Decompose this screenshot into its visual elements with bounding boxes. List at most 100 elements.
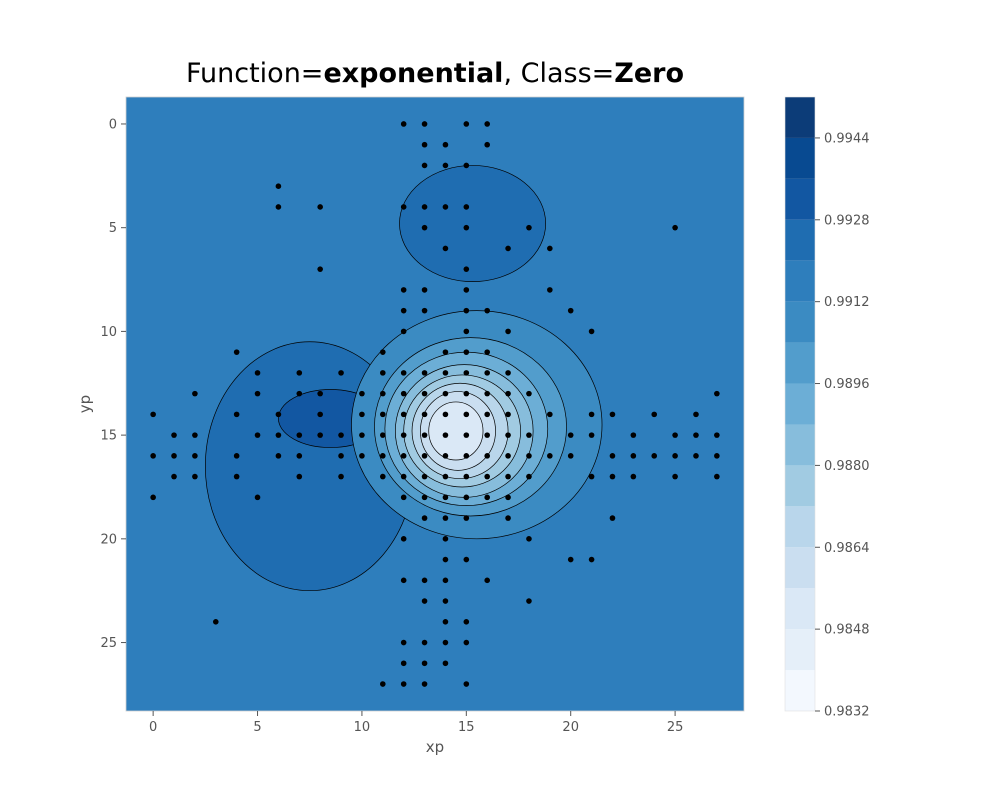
data-point	[421, 390, 428, 397]
data-point	[442, 141, 449, 148]
colorbar-segment	[785, 465, 815, 507]
data-point	[693, 453, 699, 459]
title-class-name: Zero	[614, 58, 685, 89]
x-axis-label: xp	[426, 738, 444, 756]
data-point	[442, 598, 449, 604]
data-point	[442, 577, 449, 584]
axes: 0 5 10 15 20 25 0 5 10 15 20 25	[100, 117, 683, 735]
data-point	[442, 204, 449, 210]
data-point	[463, 453, 470, 459]
data-point	[400, 494, 407, 501]
plot-area	[126, 97, 744, 711]
data-point	[463, 411, 470, 418]
data-point	[547, 245, 553, 252]
y-axis-label: yp	[76, 395, 94, 413]
contour-region-10	[428, 401, 484, 461]
data-point	[421, 121, 428, 127]
data-point	[442, 432, 449, 438]
y-tick-label: 20	[100, 532, 117, 547]
data-point	[400, 660, 407, 667]
colorbar-segment	[785, 670, 815, 711]
data-point	[526, 432, 532, 438]
data-point	[400, 473, 407, 480]
data-point	[254, 494, 261, 501]
data-point	[400, 287, 407, 293]
data-point	[630, 432, 637, 438]
data-point	[463, 390, 470, 397]
data-point	[275, 204, 282, 210]
data-point	[421, 598, 428, 604]
data-point	[192, 473, 198, 480]
data-point	[421, 224, 428, 231]
data-point	[505, 411, 511, 418]
data-point	[505, 432, 511, 438]
data-point	[484, 141, 490, 148]
data-point	[359, 411, 365, 418]
data-point	[400, 453, 407, 459]
data-point	[609, 515, 616, 521]
data-point	[714, 473, 720, 480]
data-point	[505, 473, 511, 480]
data-point	[484, 494, 490, 501]
data-point	[233, 453, 240, 459]
data-point	[296, 432, 303, 438]
data-point	[296, 370, 303, 376]
data-point	[463, 619, 470, 625]
data-point	[463, 473, 470, 480]
data-point	[400, 370, 407, 376]
data-point	[693, 411, 699, 418]
data-point	[588, 473, 595, 480]
colorbar-tick-label: 0.9896	[824, 377, 870, 392]
colorbar-tick-label: 0.9848	[824, 623, 870, 638]
data-point	[421, 411, 428, 418]
data-point	[630, 453, 637, 459]
data-point	[150, 453, 156, 459]
data-point	[421, 453, 428, 459]
data-point	[463, 224, 470, 231]
data-point	[317, 266, 323, 272]
data-point	[505, 328, 511, 335]
data-point	[567, 307, 574, 314]
data-point	[296, 390, 303, 397]
data-point	[484, 577, 490, 584]
colorbar-segment	[785, 260, 815, 302]
data-point	[547, 411, 553, 418]
data-point	[463, 287, 470, 293]
data-point	[421, 370, 428, 376]
data-point	[463, 266, 470, 272]
x-tick-label: 10	[354, 720, 371, 735]
x-tick-label: 15	[458, 720, 475, 735]
y-tick-label: 0	[109, 117, 117, 132]
colorbar-tick-label: 0.9864	[824, 541, 870, 556]
data-point	[421, 515, 428, 521]
data-point	[442, 453, 449, 459]
data-point	[400, 390, 407, 397]
data-point	[233, 473, 240, 480]
data-point	[463, 556, 470, 563]
data-point	[630, 473, 637, 480]
data-point	[547, 287, 553, 293]
title-prefix: Function=	[185, 58, 324, 89]
data-point	[609, 473, 616, 480]
data-point	[484, 432, 490, 438]
data-point	[380, 411, 386, 418]
data-point	[526, 598, 532, 604]
data-point	[609, 453, 616, 459]
data-point	[380, 370, 386, 376]
colorbar-segment	[785, 424, 815, 466]
colorbar-tick-label: 0.9880	[824, 459, 870, 474]
data-point	[442, 494, 449, 501]
data-point	[338, 370, 344, 376]
data-point	[421, 494, 428, 501]
colorbar-segment	[785, 547, 815, 589]
data-point	[254, 390, 261, 397]
data-point	[338, 432, 344, 438]
data-point	[254, 370, 261, 376]
data-point	[421, 639, 428, 646]
data-point	[317, 432, 323, 438]
data-point	[484, 473, 490, 480]
data-point	[400, 411, 407, 418]
data-point	[567, 556, 574, 563]
data-point	[463, 370, 470, 376]
data-point	[380, 453, 386, 459]
